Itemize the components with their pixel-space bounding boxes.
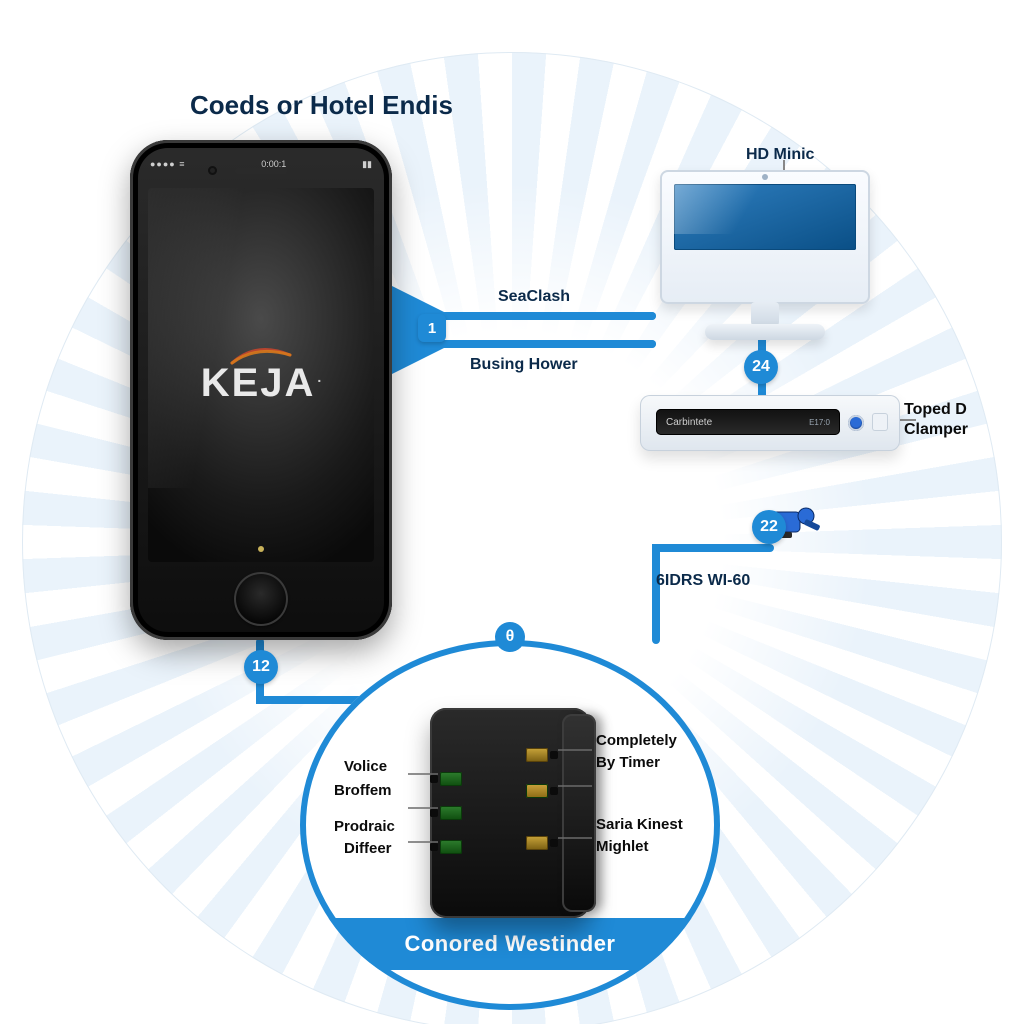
phone-screen: KEJA. (148, 188, 374, 562)
hub-right-label-0: Completely (596, 732, 677, 749)
phone-status-bar: ●●●● ≡ 0:00:1 ▮▮ (150, 157, 372, 171)
phone-brand: KEJA. (201, 345, 322, 406)
stb-display-right: E17:0 (809, 418, 830, 427)
hub-right-label-2: Saria Kinest (596, 816, 683, 833)
arrow-bottom-label: Busing Hower (470, 356, 578, 374)
stb-power-led (848, 415, 864, 431)
monitor-panel (674, 184, 856, 250)
status-left: ●●●● ≡ (150, 159, 186, 169)
hub-left-label-3: Diffeer (344, 840, 392, 857)
hub-right-label-1: By Timer (596, 754, 660, 771)
brand-suffix: . (317, 369, 323, 385)
stb-display-left: Carbintete (666, 417, 712, 428)
stb-side-label-1: Toped D (904, 401, 967, 418)
hub-circle: θ Conored Westinder (300, 640, 720, 1010)
arrow-top-label: SeaClash (498, 288, 570, 306)
stb-display: Carbintete E17:0 (656, 409, 840, 435)
badge-arrow-1: 1 (418, 314, 446, 342)
monitor-bezel (660, 170, 870, 304)
hub-left-label-2: Prodraic (334, 818, 395, 835)
smartphone: ●●●● ≡ 0:00:1 ▮▮ KEJA. (130, 140, 392, 640)
stb-side-label: Toped D Clamper (904, 400, 968, 440)
monitor (660, 170, 870, 340)
hub-right-label-3: Mighlet (596, 838, 649, 855)
hub-left-label-1: Broffem (334, 782, 392, 799)
hub-left-label-0: Volice (344, 758, 387, 775)
stb-button (872, 413, 888, 431)
status-right: ▮▮ (362, 159, 372, 170)
monitor-base (705, 324, 825, 340)
monitor-label: HD Minic (746, 146, 814, 164)
phone-home-button (234, 572, 288, 626)
diagram-stage: Coeds or Hotel Endis (0, 0, 1024, 1024)
monitor-neck (751, 302, 779, 326)
status-center: 0:00:1 (261, 159, 286, 169)
set-top-box: Carbintete E17:0 (640, 395, 900, 451)
stb-side-label-2: Clamper (904, 421, 968, 438)
phone-indicator-dot (258, 546, 264, 552)
badge-24: 24 (744, 350, 778, 384)
badge-22: 22 (752, 510, 786, 544)
sat-label: 6IDRS WI-60 (656, 572, 750, 590)
monitor-webcam (762, 174, 768, 180)
brand-text: KEJA (201, 361, 316, 405)
diagram-title: Coeds or Hotel Endis (190, 90, 453, 121)
badge-12: 12 (244, 650, 278, 684)
